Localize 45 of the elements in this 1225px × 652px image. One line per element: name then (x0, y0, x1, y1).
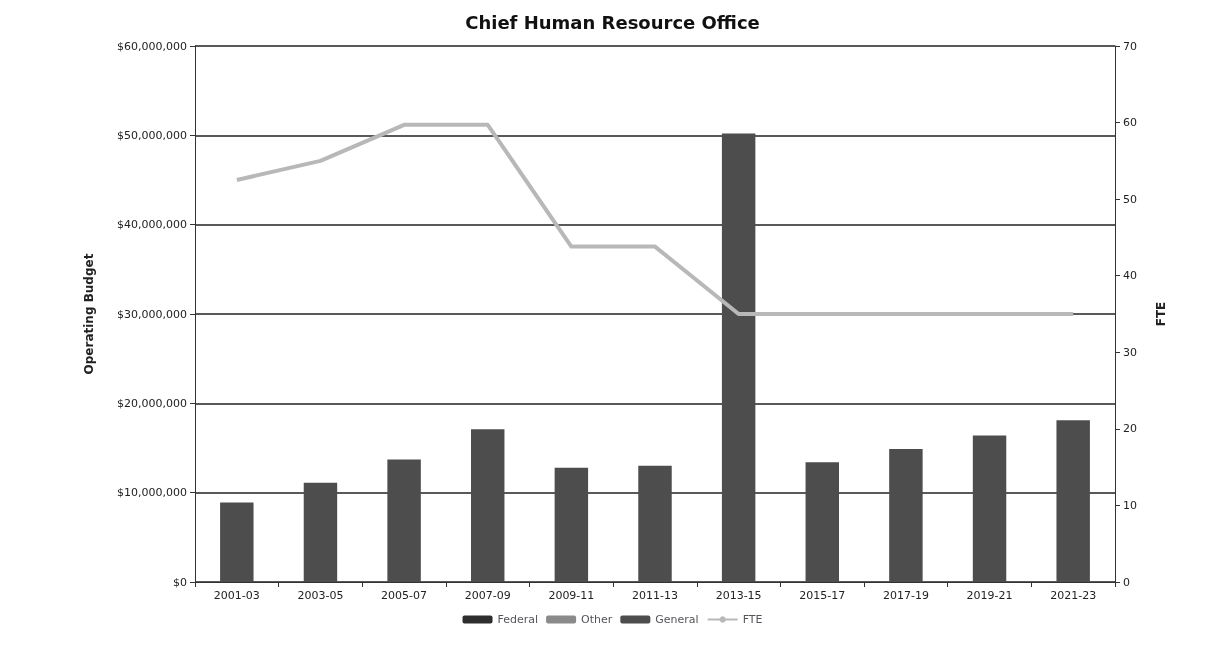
legend-label: General (655, 613, 699, 626)
x-tick-label: 2003-05 (297, 589, 344, 602)
y2-tick-label: 50 (1123, 192, 1137, 206)
y2-tick-label: 40 (1123, 269, 1137, 283)
x-tick-label: 2013-15 (715, 589, 762, 602)
bar (303, 482, 338, 582)
x-tick-label: 2005-07 (381, 589, 428, 602)
y-tick-label: $60,000,000 (117, 39, 187, 53)
y2-axis-title: FTE (1154, 301, 1168, 327)
y2-tick-label: 60 (1123, 116, 1137, 130)
y2-tick-label: 10 (1123, 498, 1137, 512)
legend-label: FTE (742, 613, 763, 626)
bar (387, 459, 421, 582)
y-tick-label: $30,000,000 (117, 307, 187, 321)
y-axis-title: Operating Budget (82, 253, 96, 375)
x-tick-label: 2009-11 (548, 589, 595, 602)
legend-label: Other (581, 613, 613, 626)
bar (889, 448, 923, 582)
bar (638, 465, 672, 582)
y-tick-label: $0 (173, 575, 187, 589)
y-tick-label: $20,000,000 (117, 396, 187, 410)
x-tick-label: 2017-19 (882, 589, 929, 602)
x-tick-label: 2021-23 (1050, 589, 1097, 602)
bar (805, 462, 839, 582)
x-tick-label: 2011-13 (632, 589, 678, 602)
y-tick-label: $40,000,000 (117, 218, 187, 232)
bar (220, 502, 254, 582)
y2-tick-label: 20 (1123, 422, 1137, 436)
line-series (234, 122, 1076, 316)
y-tick-label: $50,000,000 (117, 128, 187, 142)
y-tick-label: $10,000,000 (117, 486, 187, 500)
bar (471, 429, 505, 582)
x-tick-label: 2001-03 (213, 589, 260, 602)
legend-label: Federal (497, 613, 539, 626)
chart-title: Chief Human Resource Office (465, 11, 760, 33)
y2-tick-label: 70 (1123, 39, 1137, 53)
x-tick-label: 2007-09 (464, 589, 511, 602)
bar (972, 435, 1007, 582)
y2-tick-label: 30 (1123, 345, 1137, 359)
x-tick-label: 2019-21 (966, 589, 1013, 602)
bar (554, 467, 589, 582)
x-tick-label: 2015-17 (799, 589, 846, 602)
bar (721, 133, 756, 582)
y2-tick-label: 0 (1123, 575, 1130, 589)
bar (1056, 420, 1090, 582)
